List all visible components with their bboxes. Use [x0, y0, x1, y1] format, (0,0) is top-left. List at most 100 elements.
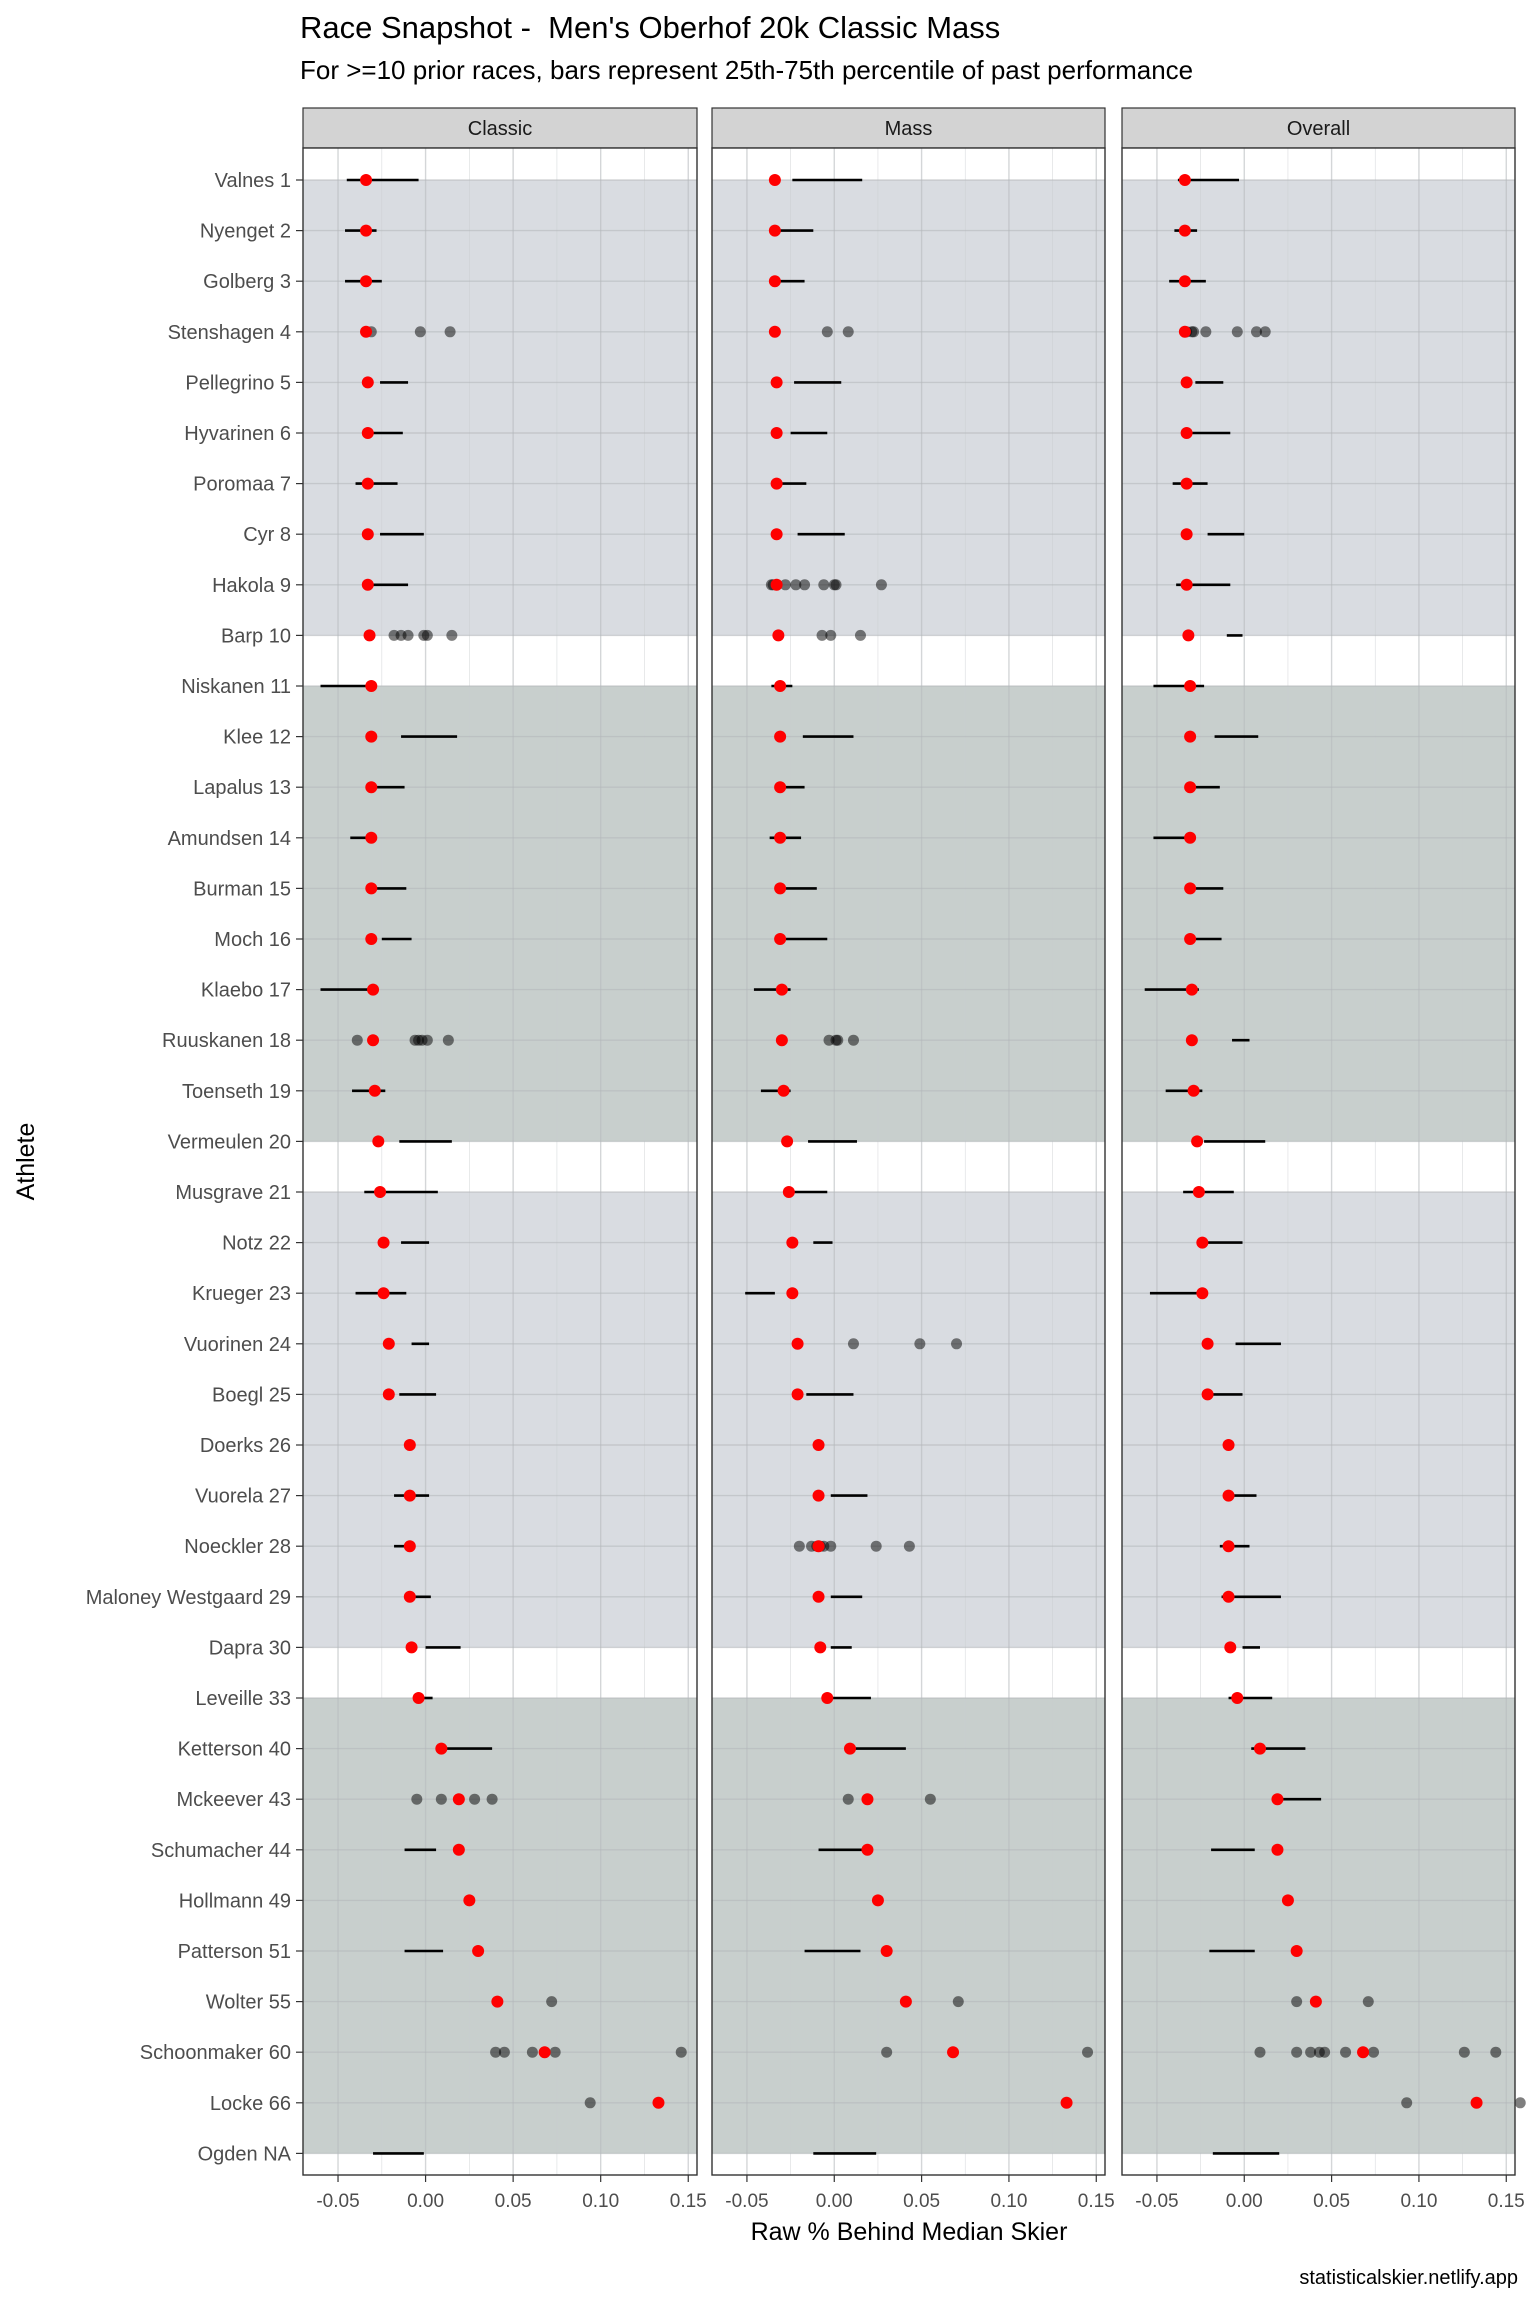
current-result-point	[772, 629, 785, 642]
current-result-point	[768, 224, 781, 237]
athlete-label: Schoonmaker 60	[140, 2042, 291, 2064]
x-tick-label: -0.05	[316, 2191, 359, 2212]
past-result-point	[825, 629, 837, 641]
current-result-point	[1184, 781, 1197, 794]
current-result-point	[1201, 1388, 1214, 1401]
current-result-point	[538, 2046, 551, 2059]
past-result-point	[875, 579, 887, 591]
past-result-point	[411, 1793, 423, 1805]
current-result-point	[405, 1641, 418, 1654]
current-result-point	[1231, 1692, 1244, 1704]
current-result-point	[491, 1995, 504, 2008]
current-result-point	[382, 1388, 395, 1401]
past-result-point	[816, 629, 828, 641]
past-result-point	[1490, 2046, 1502, 2058]
current-result-point	[812, 1590, 825, 1603]
chart-subtitle: For >=10 prior races, bars represent 25t…	[300, 55, 1194, 85]
current-result-point	[777, 1084, 790, 1097]
past-result-point	[793, 1540, 805, 1552]
athlete-label: Doerks 26	[200, 1435, 291, 1457]
current-result-point	[1187, 1084, 1200, 1097]
current-result-point	[1357, 2046, 1370, 2059]
past-result-point	[435, 1793, 447, 1805]
group-band	[303, 180, 697, 636]
past-result-point	[584, 2097, 596, 2109]
past-result-point	[903, 1540, 915, 1552]
athlete-label: Hakola 9	[212, 575, 291, 597]
past-result-point	[444, 326, 456, 338]
past-result-point	[854, 629, 866, 641]
current-result-point	[1290, 1945, 1303, 1957]
current-result-point	[1281, 1894, 1294, 1907]
current-result-point	[899, 1995, 912, 2008]
x-tick-label: 0.00	[407, 2191, 444, 2212]
past-result-point	[870, 1540, 882, 1552]
group-band	[712, 180, 1105, 636]
current-result-point	[403, 1439, 416, 1451]
group-band	[1122, 1192, 1515, 1648]
facet-strip	[1121, 107, 1516, 149]
past-result-point	[1362, 1996, 1374, 2008]
current-result-point	[403, 1590, 416, 1603]
current-result-point	[1253, 1742, 1266, 1755]
past-result-point	[549, 2046, 561, 2058]
current-result-point	[403, 1489, 416, 1502]
x-tick-label: 0.15	[1488, 2191, 1525, 2212]
facet-panel-classic: Classic -0.05 0.00 0.05 0.10 0.15	[302, 107, 707, 2212]
athlete-label: Ruuskanen 18	[162, 1030, 291, 1052]
current-result-point	[403, 1540, 416, 1553]
x-tick-label: 0.10	[990, 2191, 1027, 2212]
past-result-point	[486, 1793, 498, 1805]
past-result-point	[830, 579, 842, 591]
current-result-point	[365, 882, 378, 895]
current-result-point	[770, 477, 783, 490]
panel-border	[1121, 147, 1516, 2176]
current-result-point	[1271, 1793, 1284, 1806]
current-result-point	[774, 680, 787, 692]
current-result-point	[382, 1337, 395, 1350]
y-axis-title: Athlete	[12, 1123, 40, 1201]
athlete-label: Klee 12	[223, 727, 291, 749]
current-result-point	[365, 781, 378, 794]
x-tick-label: -0.05	[1135, 2191, 1178, 2212]
current-result-point	[770, 427, 783, 439]
athlete-label: Klaebo 17	[201, 980, 291, 1002]
athlete-label: Maloney Westgaard 29	[86, 1587, 291, 1609]
past-result-point	[1319, 2046, 1331, 2058]
athlete-label: Barp 10	[221, 625, 291, 647]
current-result-point	[770, 578, 783, 591]
athlete-label: Cyr 8	[243, 524, 291, 546]
athlete-label: Boegl 25	[212, 1384, 291, 1406]
current-result-point	[361, 578, 374, 591]
current-result-point	[1180, 477, 1193, 490]
current-result-point	[463, 1894, 476, 1907]
current-result-point	[774, 831, 787, 844]
current-result-point	[775, 1034, 788, 1047]
past-result-point	[1305, 2046, 1317, 2058]
current-result-point	[774, 781, 787, 794]
current-result-point	[365, 730, 378, 743]
past-result-point	[1291, 2046, 1303, 2058]
facet-panel-overall: Overall -0.05 0.00 0.05 0.10 0.15	[1121, 107, 1526, 2212]
current-result-point	[768, 275, 781, 288]
current-result-point	[770, 528, 783, 541]
athlete-label: Vermeulen 20	[168, 1131, 291, 1153]
current-result-point	[1196, 1236, 1209, 1249]
current-result-point	[812, 1439, 825, 1451]
current-result-point	[947, 2046, 960, 2059]
current-result-point	[452, 1843, 465, 1856]
current-result-point	[360, 224, 373, 237]
current-result-point	[1060, 2096, 1073, 2109]
current-result-point	[1185, 1034, 1198, 1047]
past-result-point	[818, 579, 830, 591]
current-result-point	[1178, 325, 1191, 338]
current-result-point	[1309, 1995, 1322, 2008]
current-result-point	[871, 1894, 884, 1907]
current-result-point	[1185, 983, 1198, 996]
facet-strip	[711, 107, 1106, 149]
group-band	[303, 686, 697, 1142]
current-result-point	[812, 1540, 825, 1553]
past-result-point	[1514, 2097, 1526, 2109]
past-result-point	[1259, 326, 1271, 338]
athlete-label: Pellegrino 5	[185, 372, 291, 394]
